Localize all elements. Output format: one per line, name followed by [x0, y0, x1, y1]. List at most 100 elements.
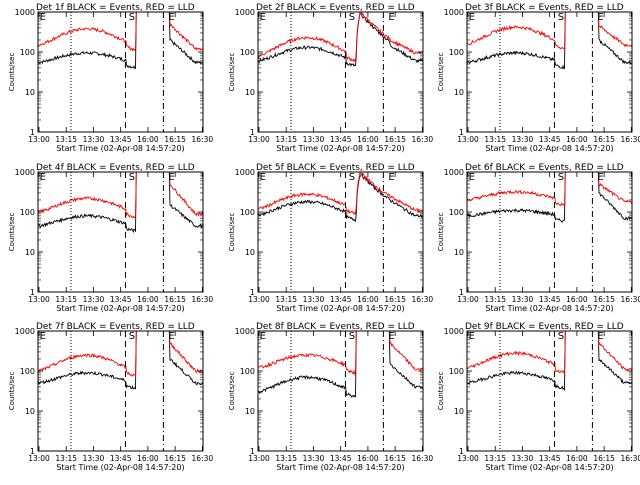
chart-panel-4: Det 4f BLACK = Events, RED = LLD 1 10 100 10…: [8, 163, 213, 313]
y-tick-label: 1: [459, 288, 464, 297]
x-tick-label: 16:30: [621, 454, 640, 463]
y-tick-label: 1: [459, 128, 464, 137]
y-tick-label: 1: [30, 447, 35, 456]
chart-title: Det 7f BLACK = Events, RED = LLD: [36, 322, 195, 332]
plot-frame: [37, 171, 204, 293]
y-tick-label: 1000: [15, 168, 35, 177]
x-tick-label: 16:15: [593, 135, 615, 144]
x-tick-label: 13:45: [539, 454, 561, 463]
x-tick-label: 16:30: [621, 135, 640, 144]
y-tick-label: 1: [250, 128, 255, 137]
y-tick-label: 10: [245, 248, 255, 257]
event-marker-label: S: [558, 172, 564, 183]
y-tick-label: 100: [449, 208, 464, 217]
y-tick-label: 1: [250, 447, 255, 456]
event-marker-label: E: [469, 12, 475, 23]
x-tick-label: 16:00: [137, 135, 159, 144]
x-tick-label: 16:15: [164, 295, 186, 304]
plot-frame: [466, 11, 633, 133]
series-lld-line: [37, 11, 204, 52]
y-tick-label: 1000: [15, 8, 35, 17]
event-marker-label: E: [388, 12, 394, 23]
x-tick-label: 16:00: [357, 135, 379, 144]
x-tick-label: 13:45: [330, 295, 352, 304]
y-tick-label: 100: [240, 367, 255, 376]
x-tick-label: 16:30: [412, 295, 434, 304]
plot-frame: [466, 330, 633, 452]
y-tick-label: 1: [459, 447, 464, 456]
y-axis-label: Counts/sec: [228, 53, 236, 92]
x-tick-label: 13:45: [330, 135, 352, 144]
chart-panel-6: Det 6f BLACK = Events, RED = LLD 1 10 100 10…: [437, 163, 640, 313]
series-lld-line: [257, 330, 424, 376]
x-tick-label: 13:15: [484, 135, 506, 144]
x-tick-label: 13:30: [83, 135, 105, 144]
event-marker-label: S: [349, 12, 355, 23]
chart-title: Det 9f BLACK = Events, RED = LLD: [465, 322, 624, 332]
event-marker-label: E: [168, 172, 174, 183]
series-events-line: [257, 173, 424, 223]
y-tick-label: 10: [25, 88, 35, 97]
y-tick-label: 100: [240, 208, 255, 217]
event-marker-label: E: [388, 172, 394, 183]
x-tick-label: 16:00: [566, 135, 588, 144]
y-tick-label: 1000: [444, 8, 464, 17]
x-tick-label: 16:00: [137, 295, 159, 304]
y-tick-label: 100: [20, 208, 35, 217]
y-axis-label: Counts/sec: [8, 372, 16, 411]
x-tick-label: 13:30: [512, 295, 534, 304]
x-axis-label: Start Time (02-Apr-08 14:57:20): [485, 144, 613, 153]
x-tick-label: 13:15: [484, 454, 506, 463]
y-tick-label: 1000: [444, 168, 464, 177]
event-marker-label: S: [129, 331, 135, 342]
event-marker-label: E: [260, 172, 266, 183]
series-events-line: [466, 171, 633, 223]
x-tick-label: 16:15: [593, 454, 615, 463]
y-tick-label: 1000: [235, 168, 255, 177]
y-tick-label: 100: [240, 48, 255, 57]
event-marker-label: E: [40, 12, 46, 23]
y-tick-label: 10: [25, 407, 35, 416]
series-events-line: [466, 11, 633, 70]
chart-panel-8: Det 8f BLACK = Events, RED = LLD 1 10 100 10…: [228, 322, 433, 472]
x-axis-label: Start Time (02-Apr-08 14:57:20): [276, 304, 404, 313]
x-tick-label: 16:00: [566, 454, 588, 463]
x-tick-label: 13:45: [539, 135, 561, 144]
y-tick-label: 1: [30, 288, 35, 297]
y-tick-label: 1000: [235, 8, 255, 17]
x-tick-label: 16:30: [192, 295, 214, 304]
chart-panel-5: Det 5f BLACK = Events, RED = LLD 1 10 100 10…: [228, 163, 433, 313]
x-tick-label: 13:45: [110, 454, 132, 463]
x-tick-label: 13:00: [457, 295, 479, 304]
x-tick-label: 13:45: [110, 135, 132, 144]
event-marker-label: E: [597, 172, 603, 183]
x-tick-label: 13:15: [55, 454, 77, 463]
plot-frame: [257, 330, 424, 452]
x-tick-label: 13:30: [303, 135, 325, 144]
chart-title: Det 8f BLACK = Events, RED = LLD: [256, 322, 415, 332]
y-axis-label: Counts/sec: [437, 213, 445, 252]
chart-panel-3: Det 3f BLACK = Events, RED = LLD 1 10 100 10…: [437, 3, 640, 153]
series-lld-line: [466, 11, 633, 52]
y-tick-label: 10: [25, 248, 35, 257]
event-marker-label: E: [260, 331, 266, 342]
chart-panel-7: Det 7f BLACK = Events, RED = LLD 1 10 100 10…: [8, 322, 213, 472]
event-marker-label: E: [597, 331, 603, 342]
plot-frame: [257, 171, 424, 293]
x-tick-label: 13:45: [539, 295, 561, 304]
x-tick-label: 16:30: [192, 454, 214, 463]
event-marker-label: E: [168, 331, 174, 342]
series-events-line: [37, 330, 204, 390]
y-axis-label: Counts/sec: [228, 213, 236, 252]
chart-title: Det 1f BLACK = Events, RED = LLD: [36, 3, 195, 13]
y-axis-label: Counts/sec: [8, 213, 16, 252]
event-marker-label: E: [469, 172, 475, 183]
chart-panel-1: Det 1f BLACK = Events, RED = LLD 1 10 100 10…: [8, 3, 213, 153]
series-events-line: [257, 330, 424, 398]
y-tick-label: 1000: [235, 327, 255, 336]
x-tick-label: 13:00: [248, 454, 270, 463]
x-axis-label: Start Time (02-Apr-08 14:57:20): [56, 144, 184, 153]
x-tick-label: 13:30: [83, 295, 105, 304]
